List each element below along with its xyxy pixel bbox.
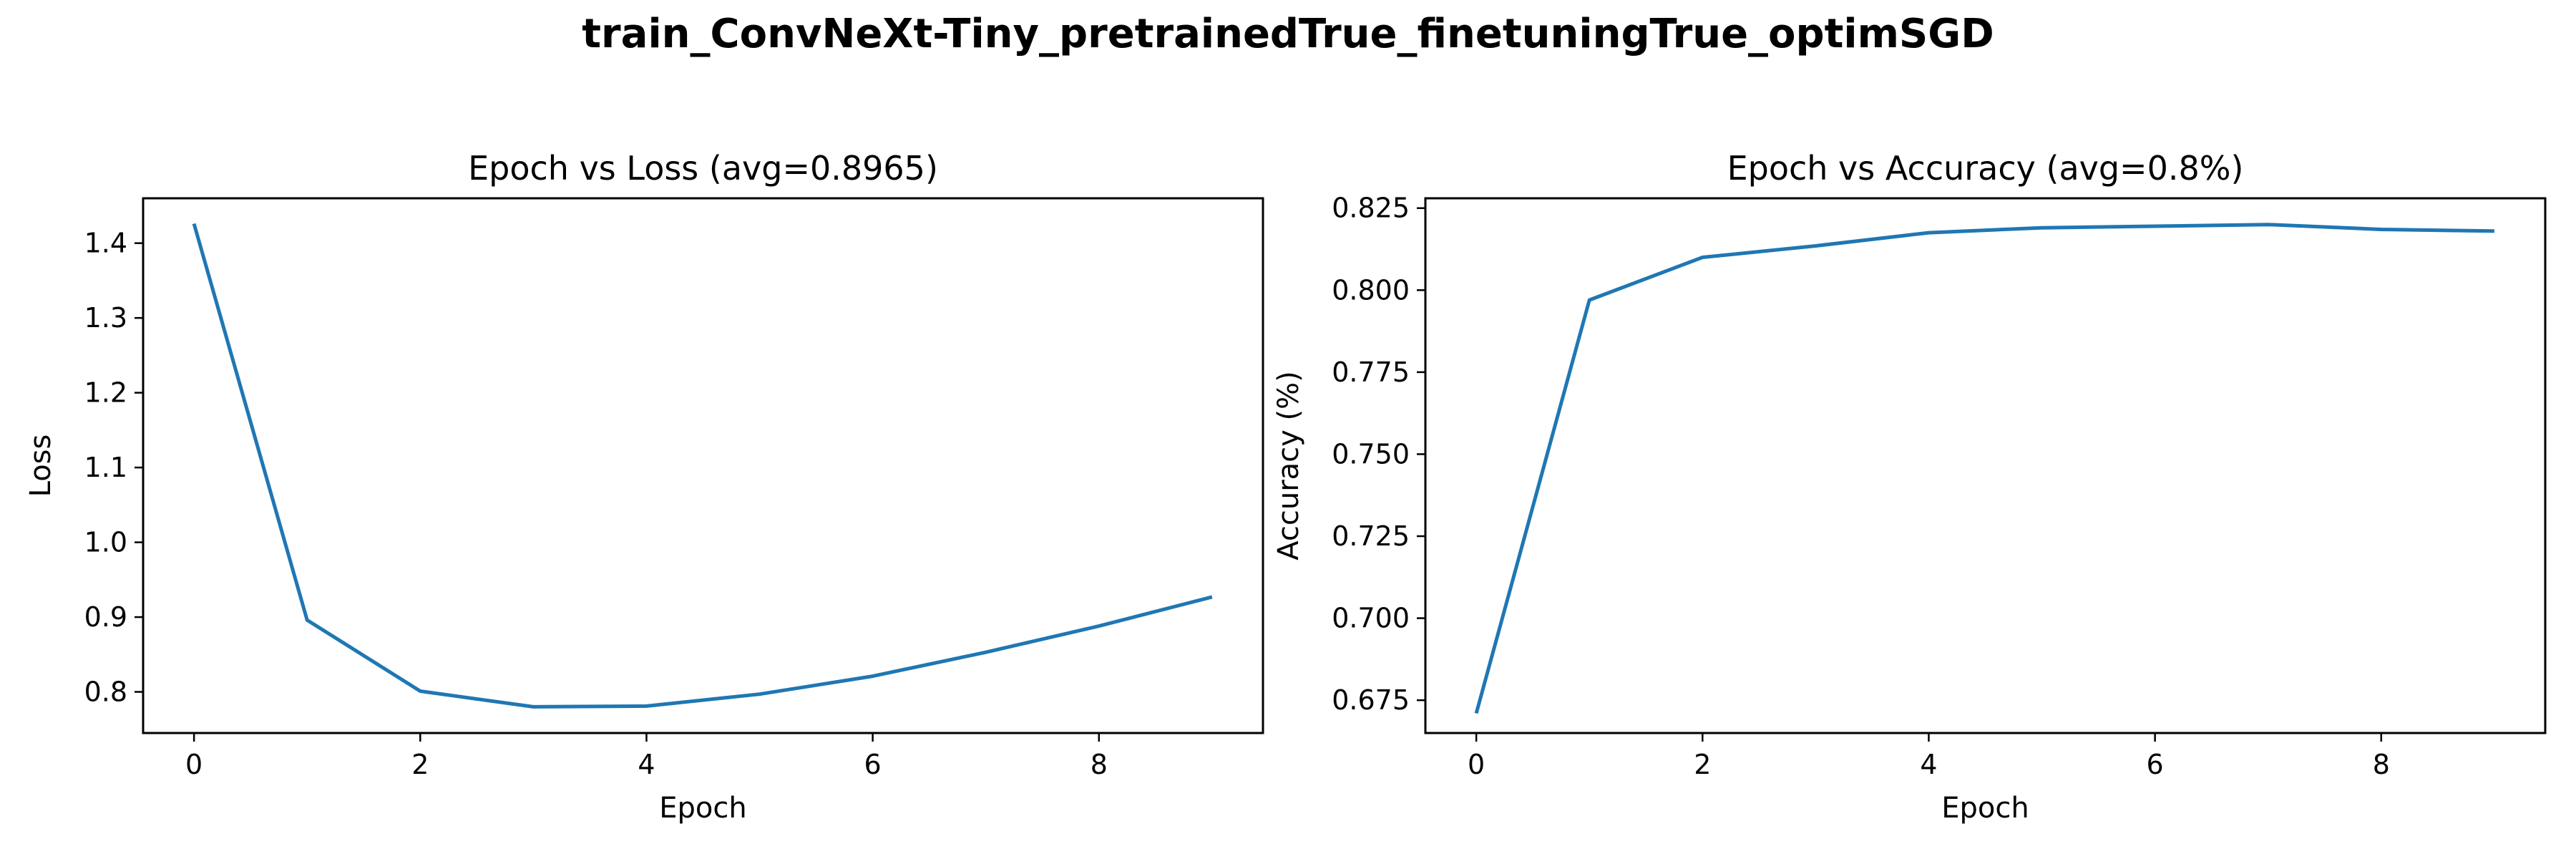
- loss-x-tick-label: 4: [638, 749, 655, 780]
- accuracy-y-tick-label: 0.750: [1332, 438, 1410, 470]
- accuracy-x-axis-label: Epoch: [1941, 792, 2029, 825]
- accuracy-x-tick-label: 4: [1920, 749, 1937, 780]
- loss-y-tick-label: 1.4: [84, 228, 127, 259]
- loss-x-tick-label: 0: [185, 749, 203, 780]
- accuracy-chart-title: Epoch vs Accuracy (avg=0.8%): [1727, 149, 2244, 188]
- loss-x-tick-label: 2: [411, 749, 429, 780]
- accuracy-y-tick-label: 0.725: [1332, 520, 1410, 552]
- accuracy-series-line: [1474, 223, 2494, 714]
- accuracy-x-tick-label: 8: [2373, 749, 2390, 780]
- loss-chart-panel: Epoch vs Loss (avg=0.8965) 0 2 4 6 8 0.8 0.9 1.0…: [24, 149, 1264, 825]
- accuracy-x-tick-label: 2: [1694, 749, 1711, 780]
- accuracy-y-tick-label: 0.675: [1332, 684, 1410, 716]
- loss-y-tick-label: 1.2: [84, 377, 127, 409]
- loss-chart-title: Epoch vs Loss (avg=0.8965): [468, 149, 938, 188]
- loss-y-axis-label: Loss: [24, 435, 57, 498]
- loss-series-line: [192, 223, 1213, 709]
- figure-suptitle: train_ConvNeXt-Tiny_pretrainedTrue_finet…: [582, 11, 1994, 57]
- loss-x-tick-label: 6: [864, 749, 882, 780]
- loss-y-tick-label: 1.3: [84, 302, 127, 334]
- loss-x-tick-label: 8: [1091, 749, 1108, 780]
- accuracy-y-tick-label: 0.775: [1332, 356, 1410, 388]
- accuracy-y-tick-label: 0.800: [1332, 274, 1410, 306]
- loss-axes-frame: [142, 197, 1264, 734]
- loss-y-tick-label: 1.0: [84, 527, 127, 558]
- accuracy-x-tick-label: 0: [1468, 749, 1485, 780]
- accuracy-y-axis-label: Accuracy (%): [1272, 371, 1305, 560]
- loss-y-tick-label: 1.1: [84, 452, 127, 483]
- loss-y-tick-label: 0.8: [84, 676, 127, 708]
- accuracy-y-tick-label: 0.825: [1332, 193, 1410, 224]
- accuracy-x-tick-label: 6: [2147, 749, 2164, 780]
- loss-y-tick-label: 0.9: [84, 601, 127, 633]
- accuracy-axes-frame: [1424, 197, 2547, 734]
- accuracy-chart-panel: Epoch vs Accuracy (avg=0.8%) 0 2 4 6 8 0.675 0.…: [1272, 149, 2547, 825]
- loss-x-axis-label: Epoch: [659, 792, 746, 825]
- accuracy-y-tick-label: 0.700: [1332, 603, 1410, 634]
